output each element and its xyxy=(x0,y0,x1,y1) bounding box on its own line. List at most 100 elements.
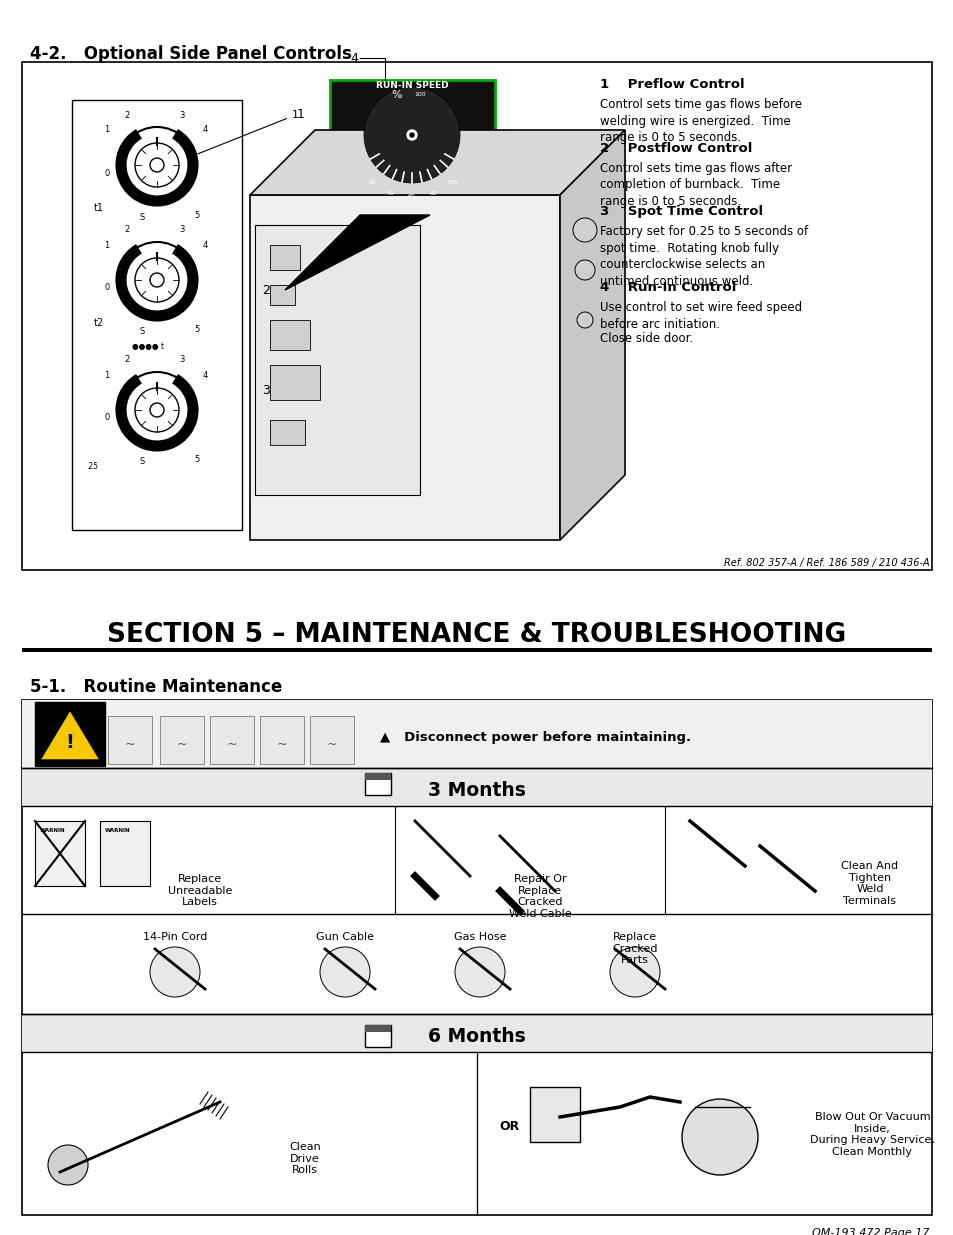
Text: Replace
Cracked
Parts: Replace Cracked Parts xyxy=(612,932,657,966)
Bar xyxy=(254,225,419,495)
Text: OR: OR xyxy=(499,1120,519,1134)
Text: ~: ~ xyxy=(276,737,287,751)
Text: Control sets time gas flows before
welding wire is energized.  Time
range is 0 t: Control sets time gas flows before weldi… xyxy=(599,99,801,144)
Text: 0: 0 xyxy=(104,284,110,293)
Circle shape xyxy=(575,261,595,280)
Bar xyxy=(22,1014,931,1052)
Text: Replace
Unreadable
Labels: Replace Unreadable Labels xyxy=(168,874,232,908)
Text: RUN-IN SPEED: RUN-IN SPEED xyxy=(375,80,448,89)
Text: 14-Pin Cord: 14-Pin Cord xyxy=(143,932,207,942)
Text: OM-193 472 Page 17: OM-193 472 Page 17 xyxy=(812,1228,929,1235)
Circle shape xyxy=(681,1099,758,1174)
Text: Clean And
Tighten
Weld
Terminals: Clean And Tighten Weld Terminals xyxy=(841,861,898,905)
Text: 100: 100 xyxy=(446,180,457,185)
Bar xyxy=(160,716,204,764)
Bar xyxy=(270,420,305,445)
Text: ▲   Disconnect power before maintaining.: ▲ Disconnect power before maintaining. xyxy=(379,731,690,745)
Bar xyxy=(22,700,931,1215)
Circle shape xyxy=(135,143,179,186)
Circle shape xyxy=(135,258,179,303)
Text: Ref. 802 357-A / Ref. 186 589 / 210 436-A: Ref. 802 357-A / Ref. 186 589 / 210 436-… xyxy=(723,558,929,568)
Circle shape xyxy=(135,388,179,432)
Circle shape xyxy=(577,312,593,329)
Text: 4: 4 xyxy=(202,126,208,135)
Text: 3: 3 xyxy=(262,384,270,396)
Circle shape xyxy=(407,130,416,140)
Text: 2    Postflow Control: 2 Postflow Control xyxy=(599,142,752,154)
Circle shape xyxy=(364,86,459,183)
Bar xyxy=(35,821,85,885)
Bar xyxy=(250,195,559,540)
Text: 5-1.   Routine Maintenance: 5-1. Routine Maintenance xyxy=(30,678,282,697)
Circle shape xyxy=(150,403,164,417)
Bar xyxy=(210,716,253,764)
Text: 2: 2 xyxy=(124,110,130,120)
Text: Control sets time gas flows after
completion of burnback.  Time
range is 0 to 5 : Control sets time gas flows after comple… xyxy=(599,162,791,207)
Bar xyxy=(22,62,931,571)
Bar xyxy=(270,245,299,270)
Bar xyxy=(310,716,354,764)
Text: 2: 2 xyxy=(124,356,130,364)
Bar xyxy=(270,320,310,350)
Text: S: S xyxy=(139,327,145,336)
Bar xyxy=(270,285,294,305)
Polygon shape xyxy=(250,130,624,195)
Text: 4    Run-In Control: 4 Run-In Control xyxy=(599,282,736,294)
Text: 3: 3 xyxy=(179,356,185,364)
Circle shape xyxy=(150,273,164,287)
Text: 4-2.   Optional Side Panel Controls: 4-2. Optional Side Panel Controls xyxy=(30,44,352,63)
Text: 0: 0 xyxy=(104,168,110,178)
Text: 1: 1 xyxy=(296,109,305,121)
Text: 3    Spot Time Control: 3 Spot Time Control xyxy=(599,205,762,219)
Circle shape xyxy=(609,947,659,997)
Text: Use control to set wire feed speed
before arc initiation.: Use control to set wire feed speed befor… xyxy=(599,301,801,331)
Bar xyxy=(22,700,931,768)
Text: t2: t2 xyxy=(94,317,104,329)
Text: ~: ~ xyxy=(125,737,135,751)
Circle shape xyxy=(319,947,370,997)
Bar xyxy=(100,821,150,885)
Circle shape xyxy=(48,1145,88,1186)
Text: 100: 100 xyxy=(414,93,425,98)
Bar xyxy=(22,648,931,652)
Text: 3 Months: 3 Months xyxy=(428,782,525,800)
Text: 2: 2 xyxy=(124,226,130,235)
Bar xyxy=(365,773,391,795)
Bar xyxy=(530,1087,579,1142)
Text: ~: ~ xyxy=(227,737,237,751)
Text: t1: t1 xyxy=(94,203,104,212)
Text: 5: 5 xyxy=(194,456,199,464)
Text: 60: 60 xyxy=(408,194,416,200)
Circle shape xyxy=(410,133,414,137)
Text: S: S xyxy=(139,212,145,221)
Text: .25: .25 xyxy=(86,462,98,471)
Text: 1    Preflow Control: 1 Preflow Control xyxy=(599,78,744,91)
Text: 6 Months: 6 Months xyxy=(428,1028,525,1046)
Circle shape xyxy=(150,947,200,997)
Circle shape xyxy=(119,372,194,448)
Text: 0: 0 xyxy=(104,414,110,422)
Bar xyxy=(71,100,242,530)
Text: 40: 40 xyxy=(387,190,395,196)
Text: 3: 3 xyxy=(179,226,185,235)
Text: 5: 5 xyxy=(194,210,199,220)
Bar xyxy=(260,716,304,764)
Text: 4: 4 xyxy=(202,241,208,249)
Text: ●●●● t: ●●●● t xyxy=(132,342,164,351)
Circle shape xyxy=(119,127,194,203)
Polygon shape xyxy=(40,710,100,760)
Text: Close side door.: Close side door. xyxy=(599,332,693,345)
Text: Gas Hose: Gas Hose xyxy=(454,932,506,942)
Text: 4: 4 xyxy=(202,370,208,379)
Text: 1: 1 xyxy=(104,241,110,249)
Text: 1: 1 xyxy=(104,126,110,135)
Circle shape xyxy=(119,242,194,317)
Text: Repair Or
Replace
Cracked
Weld Cable: Repair Or Replace Cracked Weld Cable xyxy=(508,874,571,919)
Text: 1: 1 xyxy=(197,110,298,154)
Text: WARNIN: WARNIN xyxy=(40,827,66,832)
Text: 3: 3 xyxy=(179,110,185,120)
Text: 20: 20 xyxy=(368,180,375,185)
Text: Clean
Drive
Rolls: Clean Drive Rolls xyxy=(289,1142,320,1176)
Text: 5: 5 xyxy=(194,326,199,335)
Text: WARNIN: WARNIN xyxy=(105,827,131,832)
